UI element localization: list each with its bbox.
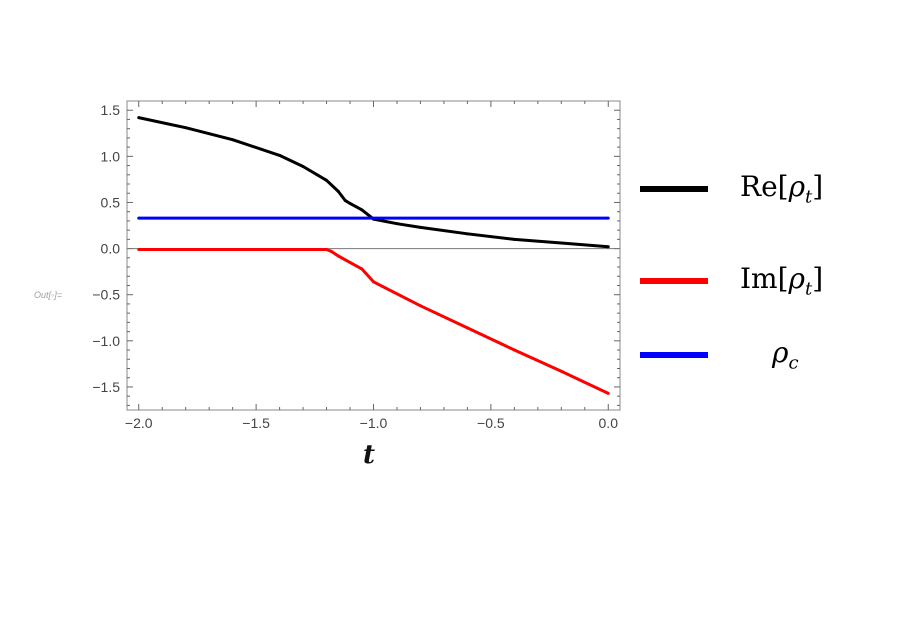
legend-swatch-rho-c xyxy=(640,352,708,358)
series-im-point xyxy=(325,248,329,252)
series-re-point xyxy=(278,153,282,157)
series-re-point xyxy=(184,126,188,130)
legend: Re[ρt] Im[ρt] ρc xyxy=(640,160,880,380)
x-tick-label: 0.0 xyxy=(599,415,619,431)
legend-item-rho-c: ρc xyxy=(640,334,880,374)
series-im-point xyxy=(372,280,375,284)
series-re-point xyxy=(325,178,329,182)
legend-swatch-im xyxy=(640,278,708,284)
y-tick-label: −1.0 xyxy=(92,333,120,349)
series-im-point xyxy=(606,391,610,395)
series-im-point xyxy=(360,267,364,271)
series-re-line xyxy=(138,116,609,249)
x-axis-label: t xyxy=(363,440,376,470)
series-re-point xyxy=(336,189,340,193)
legend-label-im: Im[ρt] xyxy=(740,262,824,300)
legend-item-re: Re[ρt] xyxy=(640,168,880,208)
axis-ticks xyxy=(127,101,620,410)
series-im-point xyxy=(512,348,516,352)
y-tick-label: 0.5 xyxy=(101,194,121,210)
x-tick-label: −1.5 xyxy=(242,415,270,431)
series-re-point xyxy=(360,208,364,212)
series-re-point xyxy=(465,232,469,236)
series-re-point xyxy=(512,237,516,241)
axis-tick-labels: −2.0 −1.5 −1.0 −0.5 0.0 1.5 1.0 0.5 0.0 −0.5 −1.0 −… xyxy=(92,102,618,431)
series-rho-c-point xyxy=(137,216,141,220)
series-re-point xyxy=(343,199,347,203)
legend-item-im: Im[ρt] xyxy=(640,260,880,300)
legend-label-re: Re[ρt] xyxy=(740,170,824,208)
series-im-point xyxy=(418,304,422,308)
series-im-point xyxy=(348,260,352,264)
series-rho-c-point xyxy=(606,216,610,220)
series-im-line xyxy=(138,248,609,395)
series-re-point xyxy=(231,138,235,142)
series-im-point xyxy=(465,326,469,330)
y-tick-label: 0.0 xyxy=(101,241,121,257)
legend-swatch-re xyxy=(640,186,708,192)
y-tick-label: −0.5 xyxy=(92,287,120,303)
y-tick-label: −1.5 xyxy=(92,379,120,395)
output-cell-label: Out[◦]= xyxy=(34,290,62,300)
series-im-point xyxy=(559,369,563,373)
series-re-point xyxy=(137,116,141,120)
series-re-point xyxy=(418,225,422,229)
series-re-point xyxy=(559,241,563,245)
series-im-point xyxy=(254,248,258,252)
series-re-point xyxy=(606,245,610,249)
series-im-point xyxy=(329,249,333,253)
y-tick-label: 1.5 xyxy=(101,102,121,118)
series-im-point xyxy=(336,254,340,258)
x-tick-label: −0.5 xyxy=(477,415,505,431)
series-re-point xyxy=(301,164,305,168)
legend-label-rho-c: ρc xyxy=(772,336,799,374)
x-tick-label: −2.0 xyxy=(125,415,153,431)
series-layer xyxy=(137,116,610,395)
series-re-point xyxy=(395,222,399,226)
series-im-point xyxy=(137,248,141,252)
series-re-point xyxy=(348,201,352,205)
x-tick-label: −1.0 xyxy=(360,415,388,431)
y-tick-label: 1.0 xyxy=(101,148,121,164)
